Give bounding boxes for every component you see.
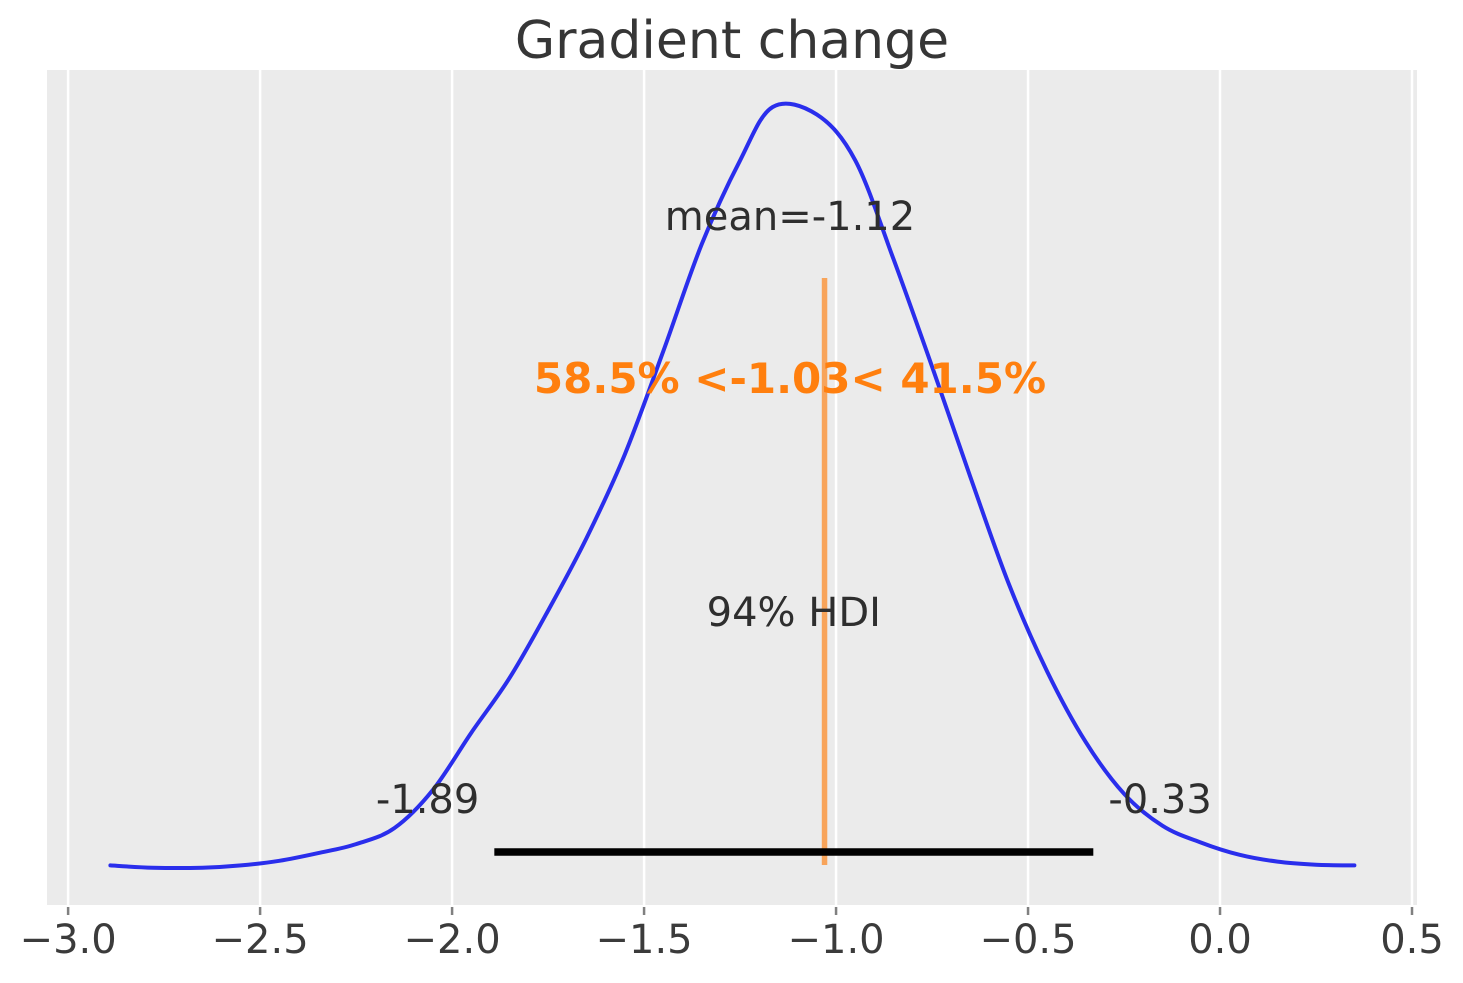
x-tick-label: −0.5 (979, 917, 1076, 963)
x-axis-layer: −3.0 −2.5 −2.0 −1.5 −1.0 −0.5 0.0 0.5 (20, 907, 1444, 963)
x-tick-label: −3.0 (20, 917, 117, 963)
reference-value-label: 58.5% <-1.03< 41.5% (534, 354, 1046, 403)
x-tick-label: −1.5 (596, 917, 693, 963)
annotations-layer: mean=-1.12 58.5% <-1.03< 41.5% 94% HDI -1.8… (376, 194, 1212, 823)
plot-area-background (47, 70, 1417, 905)
x-tick-label: −2.0 (404, 917, 501, 963)
density-curve-layer (108, 101, 1357, 870)
plot-background-layer (47, 70, 1417, 905)
x-tick-label: −2.5 (212, 917, 309, 963)
x-tick-label: 0.0 (1188, 917, 1252, 963)
hdi-upper-bound-label: -0.33 (1108, 777, 1212, 823)
mean-label: mean=-1.12 (665, 194, 915, 240)
gridlines-layer (66, 70, 1414, 905)
chart-title: Gradient change (515, 11, 949, 71)
x-tick-label: 0.5 (1380, 917, 1444, 963)
hdi-label: 94% HDI (707, 590, 881, 636)
hdi-lower-bound-label: -1.89 (376, 777, 480, 823)
x-tick-label: −1.0 (787, 917, 884, 963)
kde-density-curve (108, 101, 1357, 870)
